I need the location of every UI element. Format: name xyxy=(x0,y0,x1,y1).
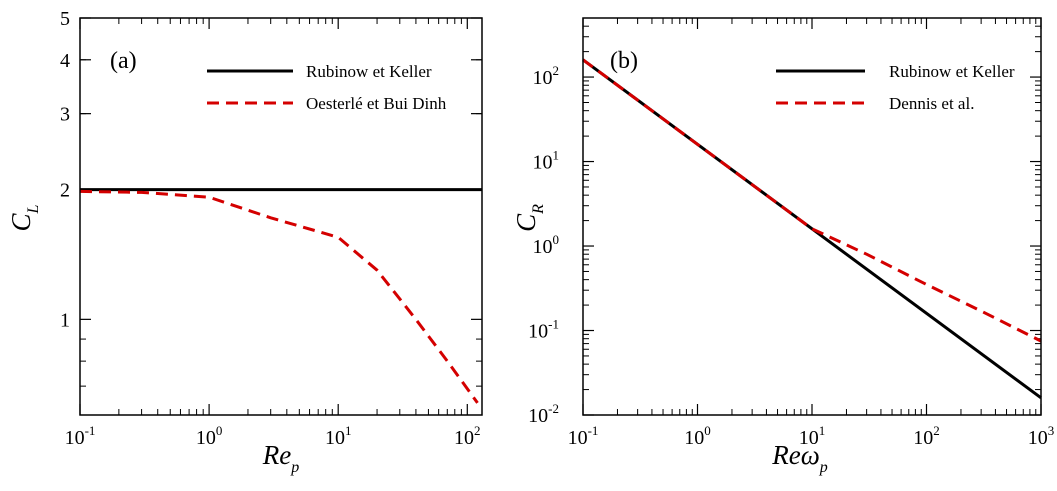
x-tick-base: 10 xyxy=(684,427,704,449)
y-axis-title-subscript: R xyxy=(530,204,547,215)
x-axis-title: Rep xyxy=(262,440,299,476)
x-tick-exponent: -1 xyxy=(85,423,96,438)
y-axis-title: CR xyxy=(511,204,547,232)
panel-label: (a) xyxy=(110,48,137,74)
x-axis-title-subscript: p xyxy=(290,459,299,476)
y-tick-label: 10-1 xyxy=(528,317,559,343)
x-tick-base: 10 xyxy=(799,427,819,449)
x-tick-exponent: 2 xyxy=(933,423,940,438)
panel-label: (b) xyxy=(610,48,638,74)
x-tick-exponent: 3 xyxy=(1048,423,1055,438)
x-axis-title-main: Reω xyxy=(771,440,820,470)
x-tick-base: 10 xyxy=(1028,427,1048,449)
legend-label: Rubinow et Keller xyxy=(306,62,432,81)
series-line-0 xyxy=(582,58,1042,400)
y-tick-base: 10 xyxy=(533,152,553,174)
y-tick-label: 100 xyxy=(533,232,560,258)
y-tick-base: 10 xyxy=(528,321,548,343)
y-tick-exponent: 2 xyxy=(553,63,560,78)
x-tick-label: 102 xyxy=(454,423,481,449)
y-tick-base: 10 xyxy=(533,236,553,258)
y-axis-title-main: C xyxy=(6,212,36,231)
legend: Rubinow et Keller Oesterlé et Bui Dinh xyxy=(207,62,447,113)
x-tick-base: 10 xyxy=(568,427,588,449)
y-tick-label: 4 xyxy=(60,50,70,72)
legend-label: Dennis et al. xyxy=(889,94,974,113)
x-tick-exponent: 0 xyxy=(216,423,223,438)
y-tick-label: 1 xyxy=(60,309,70,331)
y-tick-label: 10-2 xyxy=(528,401,559,427)
plot-frame xyxy=(582,17,1042,416)
x-tick-exponent: 1 xyxy=(345,423,352,438)
y-tick-label: 5 xyxy=(60,8,70,30)
x-tick-base: 10 xyxy=(196,427,216,449)
y-tick-label: 2 xyxy=(60,180,70,202)
x-tick-label: 100 xyxy=(684,423,711,449)
plot-frame xyxy=(79,17,483,416)
x-tick-exponent: 0 xyxy=(704,423,711,438)
x-tick-label: 10-1 xyxy=(568,423,599,449)
y-tick-exponent: -2 xyxy=(548,401,559,416)
legend-label: Rubinow et Keller xyxy=(889,62,1015,81)
y-tick-base: 10 xyxy=(528,405,548,427)
y-tick-label: 101 xyxy=(533,148,560,174)
legend-label: Oesterlé et Bui Dinh xyxy=(306,94,447,113)
x-tick-base: 10 xyxy=(454,427,474,449)
series-line-1 xyxy=(582,58,1042,343)
x-tick-base: 10 xyxy=(913,427,933,449)
x-tick-label: 102 xyxy=(913,423,940,449)
x-axis-title-main: Re xyxy=(262,440,291,470)
y-axis-title-main: C xyxy=(511,213,541,232)
x-tick-base: 10 xyxy=(65,427,85,449)
x-tick-label: 10-1 xyxy=(65,423,96,449)
x-tick-exponent: 2 xyxy=(474,423,481,438)
x-tick-base: 10 xyxy=(325,427,345,449)
y-tick-label: 102 xyxy=(533,63,560,89)
legend: Rubinow et Keller Dennis et al. xyxy=(776,62,1015,113)
y-tick-base: 10 xyxy=(533,67,553,89)
x-tick-label: 103 xyxy=(1028,423,1055,449)
y-tick-label: 3 xyxy=(60,104,70,126)
x-axis-title-subscript: p xyxy=(819,459,828,476)
x-tick-exponent: -1 xyxy=(588,423,599,438)
series-line-1 xyxy=(79,189,479,404)
y-tick-exponent: 0 xyxy=(553,232,560,247)
x-tick-label: 101 xyxy=(799,423,826,449)
y-tick-exponent: -1 xyxy=(548,317,559,332)
x-axis-title: Reωp xyxy=(771,440,828,476)
y-axis-title-subscript: L xyxy=(25,204,42,214)
x-tick-label: 100 xyxy=(196,423,223,449)
y-tick-exponent: 1 xyxy=(553,148,560,163)
y-axis-title: CL xyxy=(6,204,42,231)
x-tick-exponent: 1 xyxy=(819,423,826,438)
x-tick-label: 101 xyxy=(325,423,352,449)
